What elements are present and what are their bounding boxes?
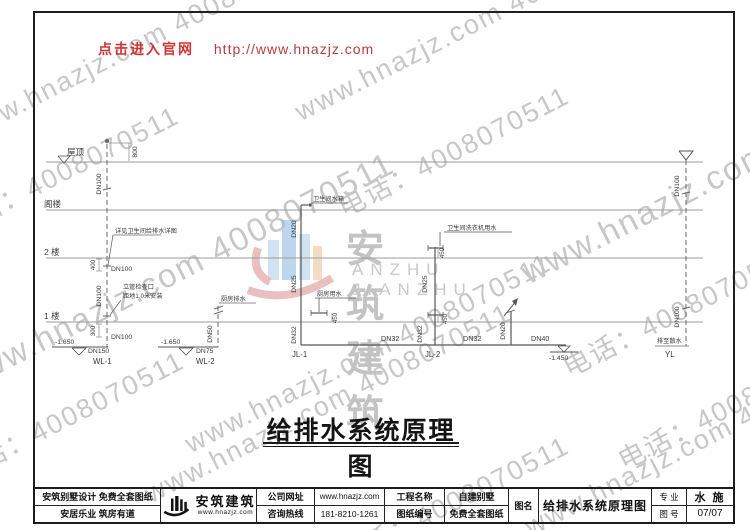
pipe-size: DN32 <box>463 334 481 343</box>
header-links: 点击进入官网 http://www.hnazjz.com <box>98 39 374 59</box>
stack-wl1-labels: 800 DN100 详见卫生间给排水详图 400 DN100 立管检查口 距地1… <box>55 146 177 366</box>
stack-id: JL-1 <box>292 350 307 359</box>
stack-yl <box>655 150 695 347</box>
level-value: -1.450 <box>549 355 568 362</box>
level-value: -1.650 <box>161 339 180 346</box>
pipe-size: DN32 <box>291 326 298 344</box>
pipe-size: DN100 <box>674 175 681 196</box>
drawing-number-label: 图 号 <box>652 505 687 522</box>
dim-400: 400 <box>90 259 97 270</box>
laundry-note: 卫生间洗衣机用水 <box>447 224 497 232</box>
drawing-name-value: 给排水系统原理图 <box>539 489 652 522</box>
stack-wl2-labels: 厨房排水 DN50 -1.650 DN75 WL-2 <box>161 295 247 366</box>
dim-450: 450 <box>332 312 339 323</box>
title-block: 安筑别墅设计 免费全套图纸 安居乐业 筑房有道 安筑建筑 www.hnazjz.… <box>33 487 735 524</box>
pipe-size: DN100 <box>111 266 132 273</box>
tank-note: 卫生间水箱 <box>313 195 344 203</box>
title-underline <box>263 446 459 447</box>
stack-id: JL-2 <box>425 350 440 359</box>
pipe-size: DN20 <box>291 220 298 238</box>
brand-watermark-cn: 安筑建筑 <box>346 229 395 436</box>
discipline-label: 专 业 <box>652 489 687 506</box>
kitchen-drain-note: 厨房排水 <box>221 295 247 303</box>
dim-300: 300 <box>90 325 97 336</box>
website-label: 公司网址 <box>257 489 315 506</box>
pipe-size: DN40 <box>531 334 549 343</box>
floor2-label: 2 楼 <box>44 247 60 257</box>
drawing-name-label: 图名 <box>509 489 539 522</box>
company-slogan-2: 安居乐业 筑房有道 <box>35 505 161 522</box>
access-port-note: 距地1.0米安装 <box>123 292 163 300</box>
access-port-note: 立管检查口 <box>123 283 154 291</box>
title-underline <box>263 442 459 444</box>
stack-jl2 <box>427 231 512 345</box>
level-value: -1.650 <box>55 339 74 346</box>
pipe-size: DN32 <box>417 325 424 343</box>
attic-label: 阁楼 <box>44 199 62 209</box>
discipline-value: 水 施 <box>687 489 733 506</box>
sheet-number-value: 免费全套图纸 <box>445 505 509 522</box>
site-url-link[interactable]: http://www.hnazjz.com <box>213 41 375 57</box>
pipe-size: DN75 <box>196 348 214 355</box>
stack-id: WL-2 <box>196 357 215 366</box>
level-symbol <box>178 347 194 356</box>
pipe-size: DN100 <box>96 285 103 306</box>
stack-wl1 <box>52 138 161 356</box>
pipe-size: DN150 <box>88 348 109 355</box>
brand-watermark-en: ANZHU JIANZHU <box>352 260 473 299</box>
stack-id: WL-1 <box>93 357 112 366</box>
floor1-label: 1 楼 <box>44 311 60 321</box>
branch-note: 详见卫生间给排水详图 <box>115 227 177 235</box>
level-symbol <box>557 345 571 353</box>
pipe-size: DN50 <box>207 325 214 343</box>
stack-jl2-labels: 卫生间洗衣机用水 450 DN25 450 DN32 JL-2 <box>417 224 497 359</box>
project-label: 工程名称 <box>385 489 445 506</box>
floor-lines <box>46 161 703 323</box>
pipe-size: DN32 <box>381 334 399 343</box>
floor-labels: 屋顶 阁楼 2 楼 1 楼 <box>44 147 85 321</box>
pipe-size: DN25 <box>291 275 298 293</box>
kitchen-water-note: 厨房用水 <box>317 290 343 298</box>
dim-800: 800 <box>132 146 139 158</box>
stack-jl1-labels: 卫生间水箱 DN20 DN25 厨房用水 450 DN32 JL-1 <box>291 195 344 359</box>
outlet-note: 排至散水 <box>657 337 683 345</box>
vent-cap-icon <box>104 138 110 144</box>
stack-yl-labels: DN100 DN100 排至散水 YL <box>657 175 683 359</box>
sheet-number-label: 图纸编号 <box>385 505 445 522</box>
stack-id: YL <box>665 350 675 359</box>
stack-wl2 <box>158 302 256 356</box>
pipe-size: DN100 <box>96 173 103 194</box>
hotline-value: 181-8210-1261 <box>315 505 385 522</box>
supply-main-labels: DN32 DN32 DN40 -1.450 <box>381 334 568 362</box>
tap-riser <box>503 298 518 345</box>
pipe-size: DN100 <box>674 306 681 327</box>
hotline-label: 咨询热线 <box>257 505 315 522</box>
pipe-size: DN20 <box>500 322 507 340</box>
logo-company-name: 安筑建筑 <box>195 493 256 509</box>
enter-site-link[interactable]: 点击进入官网 <box>98 41 194 57</box>
roof-level-symbol <box>57 155 71 164</box>
project-value: 自建别墅 <box>445 489 509 506</box>
company-slogan-1: 安筑别墅设计 免费全套图纸 <box>35 489 161 506</box>
arrow-icon <box>512 298 518 306</box>
pipe-size: DN100 <box>111 334 132 341</box>
dim-450: 450 <box>442 313 449 324</box>
anzhu-logo-watermark <box>246 220 335 300</box>
rain-hopper-icon <box>678 150 695 161</box>
logo-website: www.hnazjz.com <box>197 508 254 516</box>
company-logo: 安筑建筑 www.hnazjz.com <box>161 489 257 522</box>
level-symbol <box>71 347 87 356</box>
website-value[interactable]: www.hnazjz.com <box>315 489 385 506</box>
dim-450: 450 <box>439 247 446 258</box>
roof-label: 屋顶 <box>67 147 85 157</box>
drawing-number-value: 07/07 <box>697 508 723 520</box>
anzhu-logo-icon <box>164 495 190 516</box>
drawing-title: 给排水系统原理图 <box>266 417 456 481</box>
supply-main <box>301 344 578 353</box>
pipe-size: DN25 <box>422 275 429 293</box>
stack-jl1 <box>300 202 356 345</box>
